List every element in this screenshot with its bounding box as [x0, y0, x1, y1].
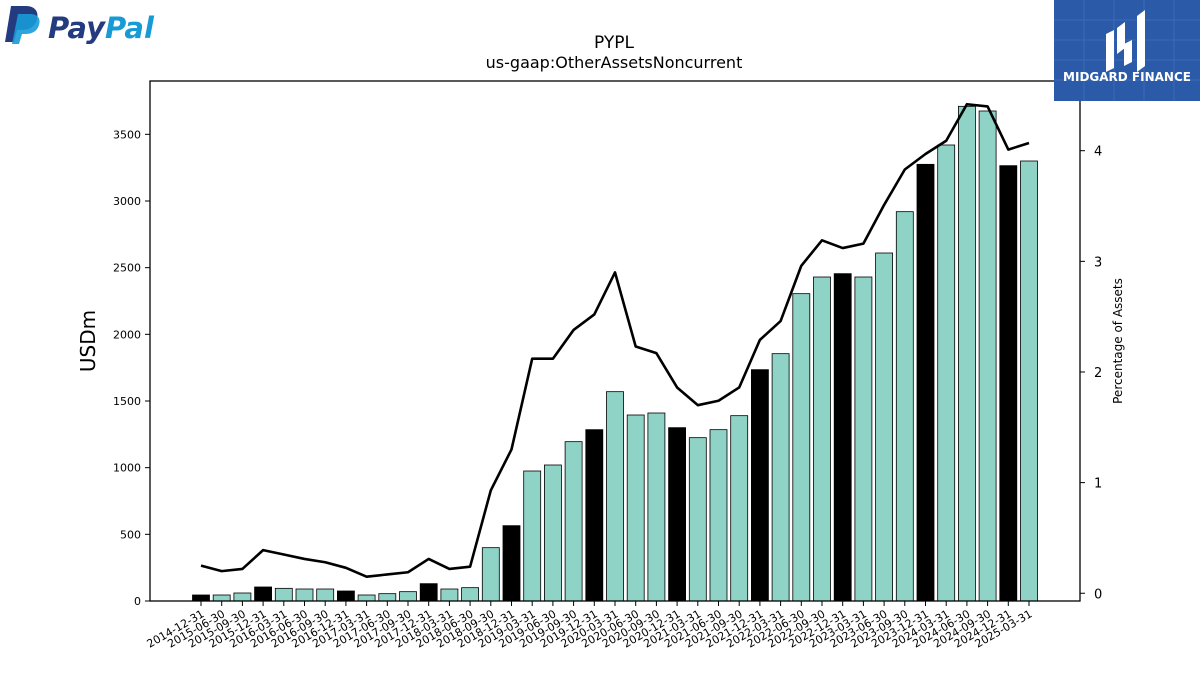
bar-quarterly: [440, 588, 459, 602]
bar-annual: [419, 583, 438, 602]
y-axis-label: USDm: [76, 310, 100, 372]
y-tick-label: 1000: [113, 462, 141, 475]
bars-layer: [192, 105, 1038, 602]
bar-quarterly: [958, 105, 976, 602]
bar-quarterly: [274, 587, 293, 602]
bar-quarterly: [378, 593, 397, 602]
bar-quarterly: [212, 594, 231, 602]
bar-annual: [833, 273, 852, 602]
bar-quarterly: [688, 437, 707, 602]
bar-annual: [192, 594, 210, 602]
bar-quarterly: [813, 276, 831, 602]
bar-annual: [502, 525, 521, 602]
y2-tick-label: 1: [1094, 477, 1102, 492]
bar-quarterly: [937, 144, 956, 602]
y-tick-label: 0: [134, 595, 141, 608]
y-tick-label: 3000: [113, 195, 141, 208]
bar-annual: [751, 369, 769, 602]
bar-annual: [585, 429, 604, 602]
y-tick-label: 500: [120, 528, 141, 541]
bar-quarterly: [730, 415, 749, 602]
bar-quarterly: [399, 591, 417, 602]
y-tick-label: 2500: [113, 262, 141, 275]
paypal-logo-pay: Pay: [48, 11, 106, 45]
bar-quarterly: [606, 391, 624, 602]
paypal-p-front-icon: [12, 14, 40, 44]
bar-quarterly: [233, 592, 252, 602]
bar-annual: [916, 163, 935, 602]
bar-annual: [254, 586, 273, 602]
bar-quarterly: [357, 594, 376, 602]
y2-tick-label: 2: [1094, 366, 1102, 381]
paypal-logo: PayPal: [5, 6, 155, 45]
y2-axis-label: Percentage of Assets: [1111, 278, 1125, 404]
bar-annual: [999, 165, 1018, 602]
bar-quarterly: [709, 429, 728, 602]
bar-quarterly: [523, 470, 542, 602]
midgard-logo-text: MIDGARD FINANCE: [1063, 70, 1191, 84]
bar-quarterly: [461, 587, 480, 602]
bar-quarterly: [564, 441, 583, 602]
bar-quarterly: [316, 588, 335, 602]
midgard-mark-icon: [1106, 10, 1145, 72]
bar-quarterly: [1020, 160, 1038, 602]
bar-quarterly: [895, 211, 914, 602]
svg-text:PayPal: PayPal: [48, 11, 155, 45]
bar-quarterly: [771, 353, 790, 602]
y2-tick-label: 0: [1094, 587, 1102, 602]
y2-tick-label: 3: [1094, 255, 1102, 270]
bar-quarterly: [854, 276, 873, 602]
line-layer: [200, 102, 1030, 578]
bar-quarterly: [544, 464, 562, 602]
y-tick-label: 2000: [113, 328, 141, 341]
bar-quarterly: [626, 414, 645, 602]
percentage-line: [200, 102, 1030, 578]
bar-quarterly: [481, 547, 500, 602]
bar-quarterly: [875, 252, 893, 602]
bar-quarterly: [792, 293, 811, 602]
bar-quarterly: [978, 110, 997, 602]
bar-annual: [336, 590, 355, 602]
paypal-logo-pal: Pal: [105, 11, 155, 45]
axes-layer: 0500100015002000250030003500012342014-12…: [113, 80, 1102, 651]
y-tick-label: 3500: [113, 128, 141, 141]
chart-subtitle: us-gaap:OtherAssetsNoncurrent: [486, 53, 743, 72]
y-tick-label: 1500: [113, 395, 141, 408]
bar-quarterly: [647, 412, 666, 602]
midgard-finance-logo: MIDGARD FINANCE: [1054, 0, 1200, 101]
bar-quarterly: [295, 588, 314, 602]
chart-title: PYPL: [594, 33, 635, 53]
bar-annual: [668, 427, 686, 602]
y2-tick-label: 4: [1094, 145, 1102, 160]
